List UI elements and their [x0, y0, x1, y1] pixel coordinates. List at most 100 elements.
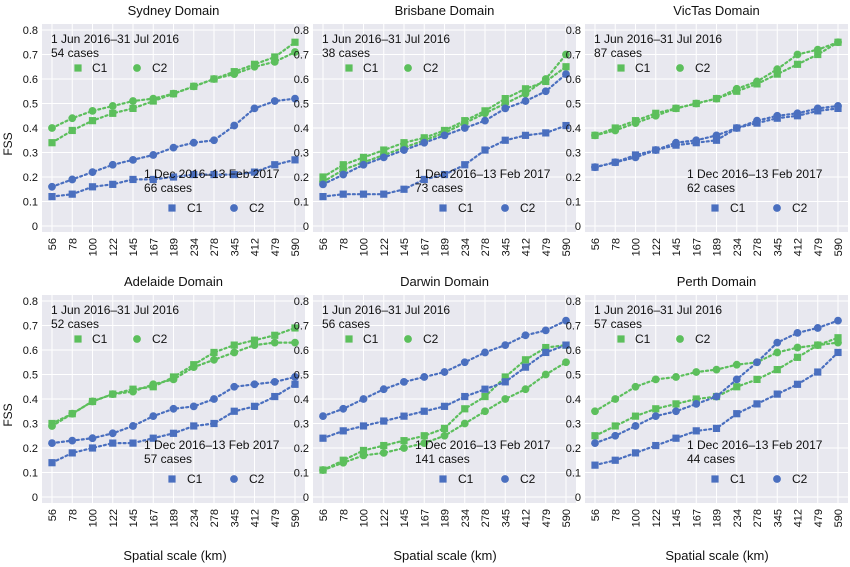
data-point-winter-c1 [380, 146, 388, 154]
y-tick-label: 0.1 [23, 197, 38, 209]
x-tick-label: 345 [500, 509, 512, 527]
data-point-winter-c1 [793, 353, 802, 361]
x-tick-label: 479 [541, 509, 553, 527]
y-tick-label: 0.1 [566, 468, 581, 480]
data-point-summer-c2 [591, 439, 599, 447]
data-point-summer-c2 [672, 138, 680, 147]
y-tick-label: 0.4 [566, 123, 581, 135]
data-point-winter-c1 [461, 405, 469, 413]
x-tick-label: 189 [712, 238, 724, 256]
y-tick-label: 0.8 [294, 296, 309, 308]
data-point-summer-c2 [631, 422, 640, 430]
legend-label-winter-c2: C2 [152, 61, 168, 75]
data-point-winter-c2 [773, 348, 782, 357]
legend-marker-winter-c2 [133, 64, 141, 72]
data-point-winter-c2 [149, 380, 158, 389]
summer-cases-label: 62 cases [687, 181, 735, 195]
winter-cases-label: 52 cases [51, 317, 99, 331]
data-point-winter-c2 [189, 82, 198, 91]
x-tick-label: 100 [631, 509, 643, 527]
data-point-winter-c1 [733, 383, 741, 391]
data-point-winter-c2 [88, 106, 97, 115]
x-tick-label: 345 [229, 509, 241, 527]
summer-cases-label: 73 cases [415, 181, 463, 195]
data-point-summer-c2 [68, 175, 77, 184]
data-point-summer-c2 [169, 143, 178, 152]
winter-cases-label: 87 cases [594, 46, 642, 60]
summer-period-label: 1 Dec 2016–13 Feb 2017 [687, 438, 823, 452]
data-point-winter-c2 [501, 395, 510, 403]
data-point-winter-c2 [834, 338, 842, 347]
data-point-summer-c2 [773, 111, 782, 120]
summer-period-label: 1 Dec 2016–13 Feb 2017 [415, 438, 551, 452]
data-point-summer-c2 [400, 377, 408, 386]
y-tick-label: 0.3 [294, 419, 309, 431]
data-point-winter-c2 [541, 370, 550, 379]
data-point-winter-c2 [68, 409, 77, 418]
summer-period-label: 1 Dec 2016–13 Feb 2017 [144, 438, 280, 452]
legend-label-winter-c2: C2 [423, 332, 439, 346]
panel-title: Darwin Domain [400, 274, 489, 289]
y-tick-label: 0.2 [294, 172, 309, 184]
data-point-winter-c1 [591, 432, 599, 440]
data-point-winter-c2 [521, 385, 530, 394]
data-point-summer-c2 [631, 153, 640, 162]
x-tick-label: 189 [440, 238, 452, 256]
data-point-summer-c2 [834, 316, 842, 325]
data-point-summer-c2 [149, 151, 158, 159]
winter-cases-label: 54 cases [51, 46, 99, 60]
data-point-winter-c1 [359, 446, 368, 455]
data-point-summer-c2 [753, 358, 761, 367]
data-point-winter-c2 [108, 102, 117, 110]
data-point-summer-c2 [270, 377, 279, 386]
data-point-winter-c1 [521, 85, 530, 93]
data-point-summer-c1 [562, 341, 570, 349]
y-tick-label: 0.3 [23, 148, 38, 160]
y-tick-label: 0 [303, 492, 309, 504]
legend-label-winter-c1: C1 [92, 332, 108, 346]
data-point-summer-c2 [230, 382, 239, 391]
y-axis-label-top: FSS [1, 132, 15, 155]
y-tick-label: 0.4 [23, 394, 38, 406]
x-tick-label: 345 [500, 238, 512, 256]
y-tick-label: 0.6 [23, 345, 38, 357]
panel-darwin-domain: 0 0.1 0.2 0.3 0.4 0.5 0.6 0.7 0.8 56 78 100 122 145 16… [294, 274, 576, 527]
data-point-winter-c1 [68, 126, 76, 135]
data-point-summer-c2 [189, 402, 198, 411]
data-point-winter-c1 [501, 95, 509, 103]
data-point-winter-c1 [793, 60, 802, 68]
x-tick-label: 167 [148, 509, 160, 527]
data-point-summer-c1 [88, 183, 97, 191]
winter-cases-label: 57 cases [594, 317, 642, 331]
y-tick-label: 0.8 [566, 296, 581, 308]
data-point-winter-c2 [129, 97, 137, 105]
legend-label-summer-c2: C2 [520, 201, 536, 215]
x-tick-label: 412 [250, 509, 262, 527]
data-point-summer-c1 [359, 190, 368, 198]
x-tick-label: 479 [270, 238, 282, 256]
x-tick-label: 122 [379, 238, 391, 256]
x-tick-label: 78 [610, 509, 622, 521]
y-tick-label: 0.8 [23, 25, 38, 37]
x-tick-label: 122 [651, 509, 663, 527]
data-point-summer-c1 [88, 444, 97, 452]
data-point-summer-c2 [339, 170, 348, 179]
x-tick-label: 412 [250, 238, 262, 256]
y-tick-label: 0.6 [566, 345, 581, 357]
winter-period-label: 1 Jun 2016–31 Jul 2016 [322, 32, 450, 46]
data-point-winter-c1 [129, 104, 137, 112]
data-point-summer-c1 [230, 170, 238, 179]
data-point-winter-c2 [591, 407, 599, 416]
data-point-summer-c1 [169, 429, 178, 437]
data-point-winter-c2 [521, 89, 530, 98]
x-tick-label: 590 [833, 238, 845, 256]
x-tick-label: 145 [128, 509, 140, 527]
data-point-summer-c1 [631, 449, 640, 457]
x-tick-label: 78 [67, 509, 79, 521]
data-point-winter-c1 [291, 38, 299, 46]
x-tick-label: 122 [108, 509, 120, 527]
data-point-summer-c1 [461, 161, 469, 169]
data-point-summer-c2 [793, 109, 802, 118]
summer-cases-label: 57 cases [144, 452, 192, 466]
legend-label-winter-c1: C1 [363, 332, 379, 346]
